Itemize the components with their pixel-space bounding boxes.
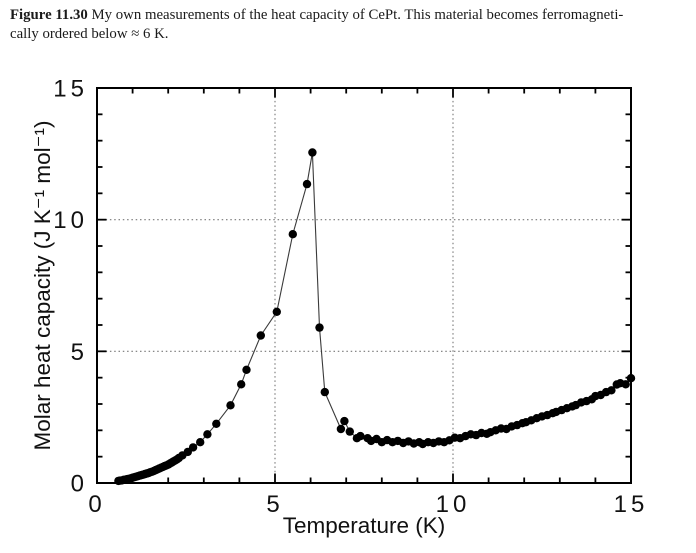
data-point [315, 323, 324, 332]
x-tick-label: 10 [436, 491, 471, 518]
data-point [345, 427, 354, 436]
y-axis-label: Molar heat capacity (J K⁻¹ mol⁻¹) [30, 120, 55, 450]
series-line [118, 152, 632, 482]
data-series [114, 148, 636, 486]
data-point [621, 380, 630, 389]
data-point [272, 307, 281, 316]
x-tick-label: 15 [614, 491, 649, 518]
data-point [288, 230, 297, 239]
figure-number: Figure 11.30 [10, 7, 88, 23]
figure-caption: Figure 11.30 My own measurements of the … [10, 6, 694, 44]
y-tick-label: 0 [71, 471, 88, 498]
data-point [308, 148, 317, 157]
caption-text-line-2: cally ordered below ≈ 6 K. [10, 25, 169, 42]
x-tick-label: 0 [88, 491, 105, 518]
data-point [320, 387, 329, 397]
data-point [226, 401, 235, 410]
data-point [188, 443, 198, 452]
gridlines [97, 88, 631, 483]
data-point [356, 431, 365, 441]
data-point [242, 365, 251, 374]
plot-border [96, 87, 632, 484]
data-point [336, 424, 346, 434]
axis-ticks [96, 87, 632, 484]
x-axis-label: Temperature (K) [283, 513, 446, 538]
data-point [302, 179, 312, 189]
y-tick-label: 15 [53, 76, 88, 103]
y-tick-label: 5 [71, 339, 88, 366]
y-tick-label: 10 [53, 207, 88, 234]
data-point [196, 438, 205, 447]
caption-line-1: Figure 11.30 My own measurements of the … [10, 6, 694, 25]
data-point [340, 416, 349, 426]
data-point [212, 419, 221, 428]
y-tick-labels: 0 5 10 15 [53, 76, 88, 498]
caption-line-2: cally ordered below ≈ 6 K. [10, 25, 694, 44]
data-point [607, 386, 616, 395]
data-point [203, 430, 212, 439]
data-point [256, 331, 265, 340]
caption-text-line-1: My own measurements of the heat capacity… [87, 7, 624, 23]
data-point [237, 380, 246, 389]
x-tick-label: 5 [266, 491, 283, 518]
x-tick-labels: 0 5 10 15 [88, 491, 649, 518]
